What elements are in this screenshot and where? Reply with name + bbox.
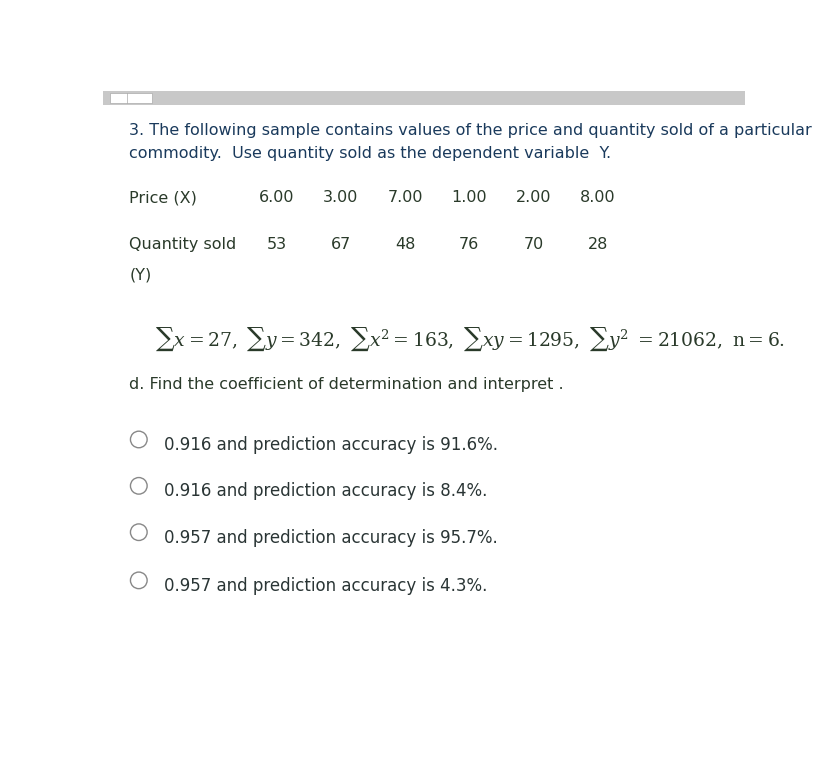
Text: 7.00: 7.00 <box>387 190 423 205</box>
Text: 70: 70 <box>523 237 543 252</box>
Text: 2.00: 2.00 <box>515 190 551 205</box>
Bar <box>103 91 744 105</box>
Text: 1.00: 1.00 <box>451 190 486 205</box>
Text: (Y): (Y) <box>129 267 151 282</box>
Text: 0.957 and prediction accuracy is 95.7%.: 0.957 and prediction accuracy is 95.7%. <box>165 529 498 547</box>
Text: 8.00: 8.00 <box>579 190 614 205</box>
Text: 48: 48 <box>394 237 415 252</box>
Text: 0.957 and prediction accuracy is 4.3%.: 0.957 and prediction accuracy is 4.3%. <box>165 577 487 595</box>
Text: 3.00: 3.00 <box>323 190 358 205</box>
Text: d. Find the coefficient of determination and interpret .: d. Find the coefficient of determination… <box>129 377 563 392</box>
Text: Price (X): Price (X) <box>129 190 197 205</box>
Text: 6.00: 6.00 <box>259 190 294 205</box>
Text: Quantity sold: Quantity sold <box>129 237 237 252</box>
Text: 28: 28 <box>586 237 607 252</box>
Text: 0.916 and prediction accuracy is 91.6%.: 0.916 and prediction accuracy is 91.6%. <box>165 436 498 454</box>
Text: $\sum x{=}27,\ \sum y{=}342,\ \sum x^{2}{=}163,\ \sum xy{=}1295,\ \sum y^{2}\ = : $\sum x{=}27,\ \sum y{=}342,\ \sum x^{2}… <box>155 325 784 353</box>
Text: 67: 67 <box>331 237 351 252</box>
Text: 53: 53 <box>266 237 286 252</box>
Bar <box>110 92 151 103</box>
Text: 76: 76 <box>459 237 479 252</box>
Text: 3. The following sample contains values of the price and quantity sold of a part: 3. The following sample contains values … <box>129 123 811 138</box>
Text: commodity.  Use quantity sold as the dependent variable  Y.: commodity. Use quantity sold as the depe… <box>129 146 610 161</box>
Text: 0.916 and prediction accuracy is 8.4%.: 0.916 and prediction accuracy is 8.4%. <box>165 482 487 500</box>
